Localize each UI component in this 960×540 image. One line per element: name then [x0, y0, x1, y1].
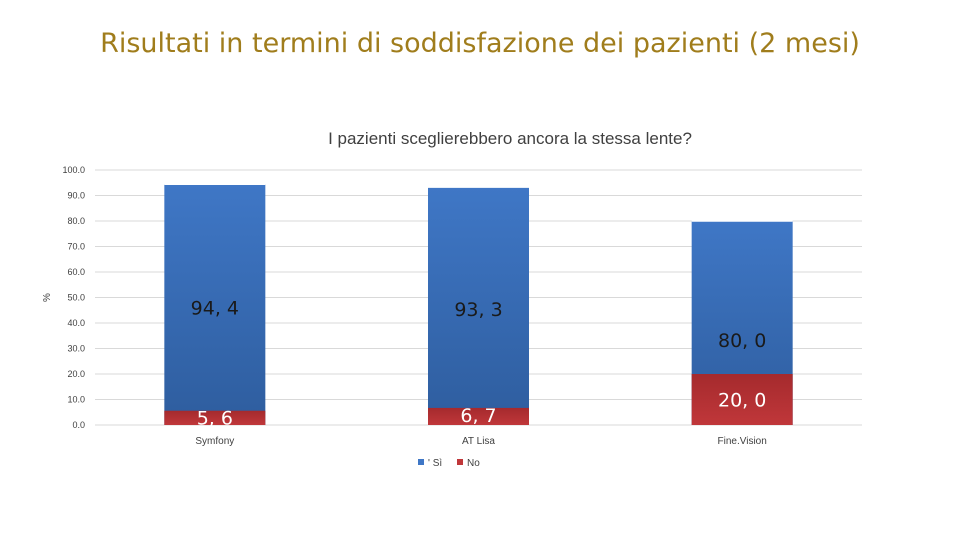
bar-si-1 [428, 187, 529, 425]
category-label: Symfony [195, 436, 234, 447]
y-tick-label: 60.0 [67, 267, 85, 277]
legend: ' Sì No [418, 458, 480, 469]
bar-no-1 [428, 407, 529, 425]
y-tick-label: 30.0 [67, 344, 85, 354]
slide-title: Risultati in termini di soddisfazione de… [100, 28, 860, 59]
y-tick-label: 20.0 [67, 369, 85, 379]
data-label-si-2: 80, 0 [718, 330, 766, 352]
y-tick-label: 90.0 [67, 191, 85, 201]
data-label-no-0: 5, 6 [197, 408, 233, 430]
chart-title: I pazienti sceglierebbero ancora la stes… [328, 129, 692, 148]
y-tick-label: 0.0 [72, 420, 85, 430]
legend-swatch-1 [457, 459, 463, 465]
bar-no-2 [691, 374, 793, 425]
x-axis-categories: Symfony AT Lisa Fine.Vision [195, 436, 766, 447]
data-labels: 94, 4 5, 6 93, 3 6, 7 80, 0 20, 0 [191, 298, 767, 430]
bar-si-0 [164, 184, 266, 425]
legend-label-1: No [467, 458, 480, 469]
y-axis-label: % [42, 293, 53, 302]
data-label-si-0: 94, 4 [191, 298, 239, 320]
y-tick-label: 40.0 [67, 318, 85, 328]
data-label-no-1: 6, 7 [460, 405, 496, 427]
bar-no-0 [164, 410, 266, 425]
data-label-si-1: 93, 3 [454, 299, 502, 321]
bars [164, 183, 793, 425]
y-tick-label: 50.0 [67, 293, 85, 303]
y-axis-ticks: 0.0 10.0 20.0 30.0 40.0 50.0 60.0 70.0 80.0 90.0 1… [62, 165, 85, 430]
category-label: Fine.Vision [718, 436, 767, 447]
category-label: AT Lisa [462, 436, 495, 447]
y-tick-label: 80.0 [67, 216, 85, 226]
legend-label-0: ' Sì [428, 458, 442, 469]
data-label-no-2: 20, 0 [718, 390, 766, 412]
y-tick-label: 100.0 [62, 165, 85, 175]
y-tick-label: 10.0 [67, 395, 85, 405]
y-tick-label: 70.0 [67, 242, 85, 252]
legend-swatch-0 [418, 459, 424, 465]
